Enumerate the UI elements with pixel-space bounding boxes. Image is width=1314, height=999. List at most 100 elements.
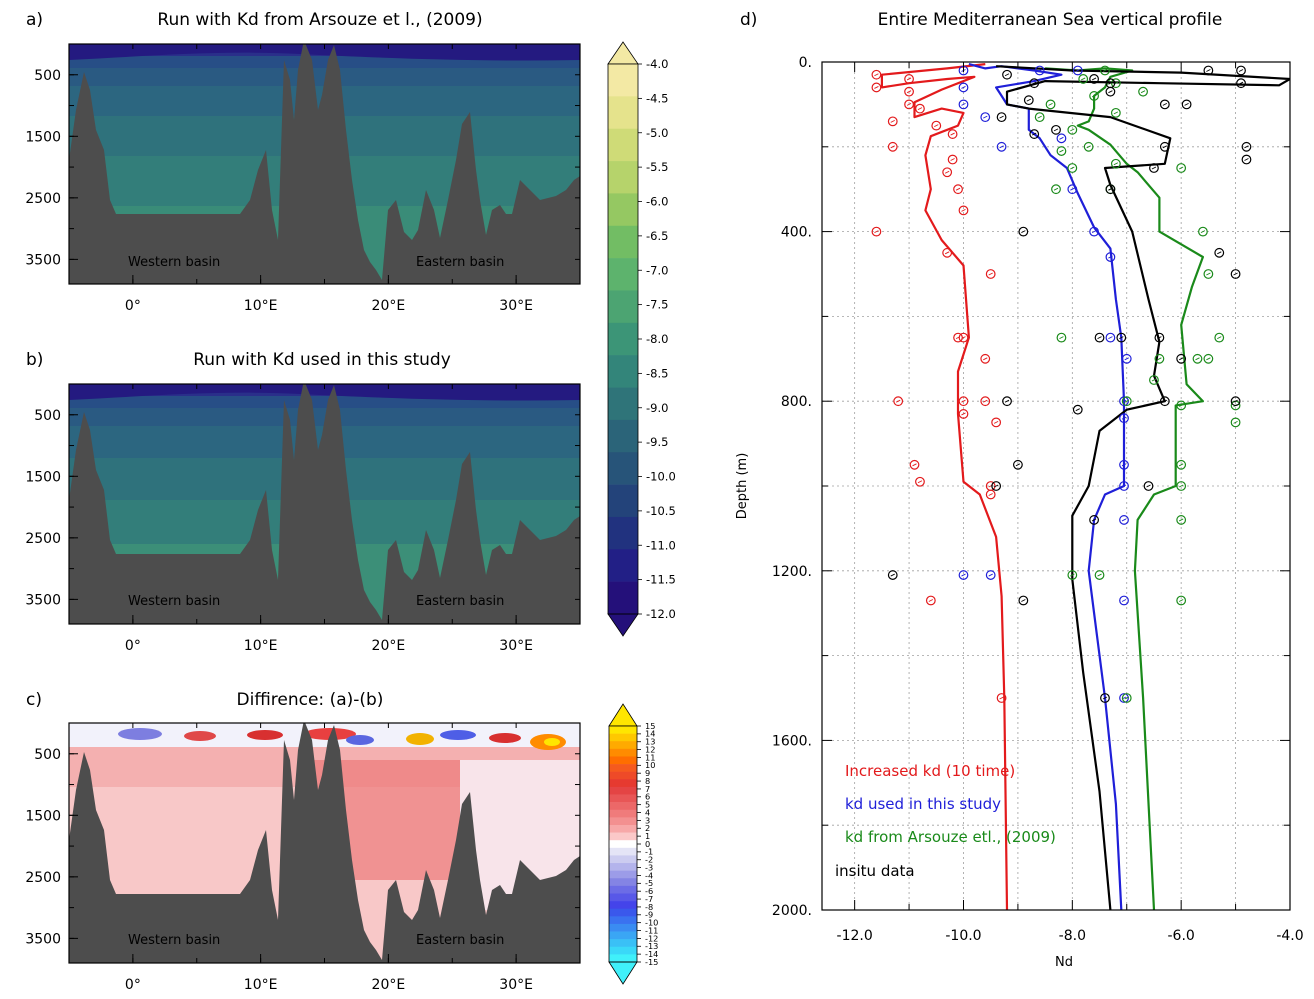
data-point-mark bbox=[950, 158, 955, 161]
data-point bbox=[1119, 459, 1129, 470]
colorbar-label: -5 bbox=[645, 878, 653, 888]
data-point-mark bbox=[1178, 484, 1184, 488]
data-point bbox=[1116, 332, 1127, 343]
data-point-mark bbox=[1059, 336, 1064, 340]
colorbar-label: -9.5 bbox=[646, 435, 668, 449]
data-point bbox=[991, 417, 1002, 428]
data-point bbox=[1018, 226, 1029, 237]
panel-b-annot-west: Western basin bbox=[128, 594, 220, 609]
data-point bbox=[1159, 141, 1170, 152]
data-point-mark bbox=[1162, 145, 1168, 149]
colorbar-segment bbox=[608, 452, 638, 485]
data-point bbox=[1072, 404, 1083, 415]
data-point bbox=[1034, 112, 1045, 123]
data-point-mark bbox=[906, 102, 912, 106]
data-point bbox=[1002, 396, 1012, 407]
y-tick-label: 2500 bbox=[25, 191, 61, 207]
colorbar-segment bbox=[609, 733, 637, 742]
x-tick-label: 0° bbox=[125, 638, 141, 654]
data-point bbox=[1230, 417, 1241, 428]
data-point-mark bbox=[1091, 518, 1097, 522]
data-point-mark bbox=[934, 124, 939, 128]
colorbar-label: 5 bbox=[645, 800, 650, 810]
data-point bbox=[1203, 269, 1214, 279]
y-tick-label: 500 bbox=[34, 68, 61, 84]
colorbar-segment bbox=[609, 756, 637, 765]
colorbar-label: -13 bbox=[645, 941, 658, 951]
data-point-mark bbox=[961, 86, 966, 89]
panel-c-axes: 0° 10°E 20°E 30°E 500 1500 2500 3500 bbox=[25, 722, 581, 993]
series-line-3 bbox=[996, 65, 1290, 910]
data-point-mark bbox=[1004, 73, 1010, 77]
panel-d-axes: -12.0 -10.0 -8.0 -6.0 -4.0 0. 400. 800. 1200. 160… bbox=[772, 55, 1304, 944]
colorbar-label: 2 bbox=[645, 823, 650, 833]
data-point bbox=[1119, 481, 1129, 491]
data-point bbox=[1067, 163, 1078, 173]
colorbar-segment bbox=[609, 786, 637, 795]
data-point bbox=[887, 570, 898, 580]
y-tick-label: 500 bbox=[34, 747, 61, 763]
colorbar-segment bbox=[608, 128, 638, 162]
colorbar-segment bbox=[608, 387, 638, 421]
colorbar-label: -8.5 bbox=[646, 366, 668, 380]
colorbar-label: -7.0 bbox=[646, 263, 668, 277]
data-point-mark bbox=[1178, 518, 1184, 522]
colorbar-segment bbox=[609, 741, 637, 750]
colorbar-segment bbox=[609, 817, 637, 826]
data-point-mark bbox=[1102, 696, 1108, 700]
data-point-mark bbox=[1021, 599, 1026, 602]
data-point bbox=[1230, 396, 1241, 407]
y-tick-label: 400. bbox=[781, 225, 812, 241]
data-point bbox=[996, 112, 1007, 123]
data-point bbox=[1119, 595, 1129, 606]
colorbar-label: 4 bbox=[645, 807, 650, 817]
data-point bbox=[1094, 570, 1105, 580]
legend-increased-kd: Increased kd (10 time) bbox=[845, 762, 1015, 780]
data-point-mark bbox=[1081, 77, 1086, 81]
data-point-mark bbox=[1015, 463, 1021, 467]
data-point bbox=[958, 396, 969, 407]
colorbar-segment bbox=[609, 840, 637, 849]
data-point bbox=[1013, 459, 1023, 470]
data-point bbox=[985, 570, 996, 580]
data-point bbox=[980, 353, 991, 364]
data-point-mark bbox=[1178, 404, 1184, 407]
y-tick-label: 2500 bbox=[25, 870, 61, 886]
data-point bbox=[1154, 332, 1165, 343]
x-tick-label: -12.0 bbox=[837, 928, 873, 944]
data-point bbox=[1143, 481, 1154, 491]
colorbar-segment bbox=[608, 484, 638, 518]
data-point bbox=[904, 74, 914, 84]
panel-c-letter: c) bbox=[26, 690, 42, 710]
data-point bbox=[1100, 693, 1110, 703]
colorbar-bottom-triangle bbox=[608, 961, 638, 985]
data-point bbox=[925, 595, 936, 606]
colorbar-label: -5.0 bbox=[646, 126, 668, 140]
colorbar-segment bbox=[609, 832, 637, 841]
panel-a-field bbox=[69, 44, 580, 284]
legend-kd-this-study: kd used in this study bbox=[845, 795, 1001, 813]
x-tick-label: 10°E bbox=[244, 298, 278, 314]
data-point-mark bbox=[1102, 69, 1108, 72]
data-point-mark bbox=[1217, 336, 1222, 340]
data-point bbox=[1110, 158, 1121, 169]
x-tick-label: -6.0 bbox=[1167, 928, 1194, 944]
data-point bbox=[1241, 154, 1252, 165]
data-point-mark bbox=[1032, 81, 1037, 85]
data-point bbox=[1056, 146, 1067, 156]
data-point-mark bbox=[874, 73, 879, 77]
data-point bbox=[1121, 693, 1132, 703]
data-point-mark bbox=[1157, 336, 1162, 340]
colorbar-label: 7 bbox=[645, 784, 650, 794]
data-point-mark bbox=[1184, 102, 1189, 106]
colorbar-segment bbox=[609, 863, 637, 871]
colorbar-label: 6 bbox=[645, 792, 650, 802]
data-point-mark bbox=[906, 77, 912, 81]
data-point-mark bbox=[1206, 272, 1211, 276]
colorbar-segment bbox=[608, 549, 638, 582]
y-tick-label: 1600. bbox=[772, 733, 812, 749]
x-tick-label: 30°E bbox=[499, 638, 533, 654]
panel-b-annot-east: Eastern basin bbox=[416, 594, 504, 609]
data-point-mark bbox=[1244, 145, 1249, 149]
data-point bbox=[1023, 95, 1034, 106]
